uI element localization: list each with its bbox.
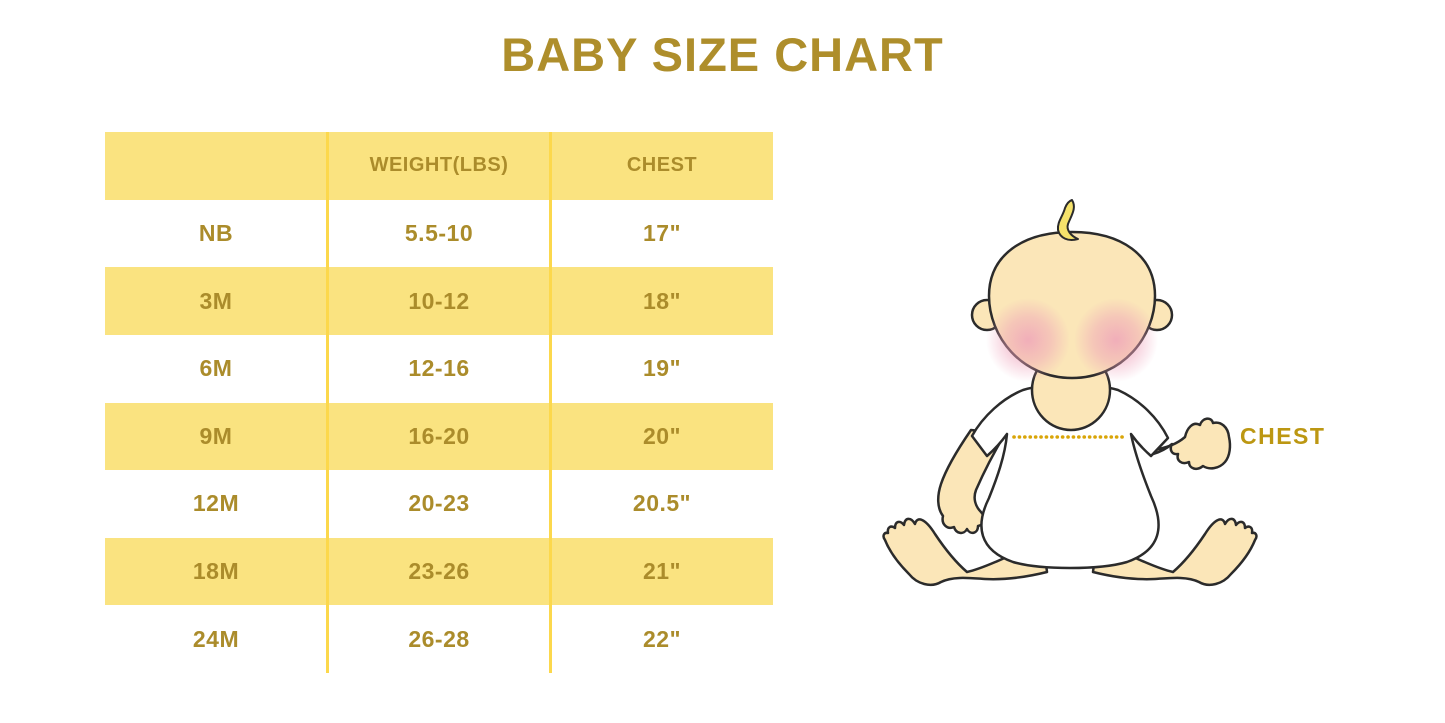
chest-label: CHEST [1240,423,1326,449]
table-header-row: WEIGHT(LBS) CHEST [105,132,773,200]
weight-value: 20-23 [408,490,470,517]
weight-value: 16-20 [408,422,470,449]
table-row-6m: 6M 12-16 19" [105,335,773,403]
baby-onesie [970,382,1170,570]
weight-value: 5.5-10 [404,219,474,246]
size-value: 3M [199,287,233,314]
header-cell-chest: CHEST [626,154,698,177]
baby-right-fist [1151,417,1232,471]
table-row-9m: 9M 16-20 20" [105,402,773,471]
size-value: 24M [192,625,240,652]
baby-hair-tuft [1056,199,1079,241]
baby-right-cheek [1074,298,1158,382]
chest-value: 22" [643,625,681,652]
weight-value: 12-16 [408,355,470,382]
baby-left-cheek [986,298,1070,382]
table-row-nb: NB 5.5-10 17" [105,200,773,268]
page-title: BABY SIZE CHART [501,28,944,81]
weight-value: 10-12 [408,287,470,314]
chest-value: 20.5" [632,490,692,517]
table-row-18m: 18M 23-26 21" [105,537,773,606]
baby-left-leg [882,517,1049,586]
column-divider-1 [326,132,329,673]
chest-value: 18" [643,287,681,314]
chest-value: 20" [643,422,681,449]
baby-size-table: WEIGHT(LBS) CHEST NB 5.5-10 17" 3M 10-12… [105,132,773,673]
chest-value: 19" [643,355,681,382]
weight-value: 26-28 [408,625,470,652]
weight-value: 23-26 [408,558,470,585]
table-row-12m: 12M 20-23 20.5" [105,470,773,538]
size-value: 12M [192,490,240,517]
table-row-24m: 24M 26-28 22" [105,605,773,673]
size-value: 9M [199,422,233,449]
table-row-3m: 3M 10-12 18" [105,267,773,335]
header-cell-weight: WEIGHT(LBS) [369,154,509,177]
chest-value: 17" [643,219,681,246]
baby-right-leg [1091,517,1258,586]
size-value: 18M [192,558,240,585]
baby-illustration [882,199,1258,586]
chest-value: 21" [643,558,681,585]
column-divider-2 [549,132,552,673]
size-value: 6M [199,355,233,382]
size-value: NB [198,219,234,246]
